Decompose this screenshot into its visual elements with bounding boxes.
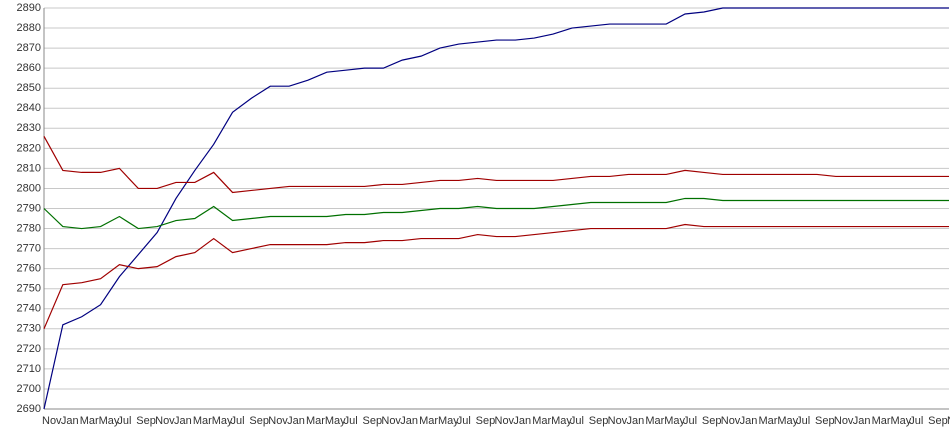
x-tick-label: Jul — [909, 415, 923, 427]
y-tick-label: 2890 — [17, 2, 41, 14]
y-tick-label: 2700 — [17, 383, 41, 395]
x-tick-label: Mar — [80, 415, 99, 427]
y-tick-label: 2730 — [17, 323, 41, 335]
y-tick-label: 2880 — [17, 22, 41, 34]
x-tick-label: May — [664, 415, 685, 427]
x-tick-label: Jan — [174, 415, 192, 427]
y-tick-label: 2790 — [17, 202, 41, 214]
x-tick-label: Nov — [834, 415, 854, 427]
y-tick-label: 2750 — [17, 283, 41, 295]
y-tick-label: 2760 — [17, 263, 41, 275]
x-tick-label: Sep — [702, 415, 722, 427]
series-line — [43, 197, 949, 230]
x-tick-label: Jul — [683, 415, 697, 427]
x-tick-label: May — [99, 415, 120, 427]
x-tick-label: Sep — [589, 415, 609, 427]
series-line — [43, 223, 949, 330]
x-tick-label: Sep — [928, 415, 948, 427]
y-tick-label: 2820 — [17, 142, 41, 154]
x-tick-label: Jul — [796, 415, 810, 427]
y-tick-label: 2690 — [17, 403, 41, 415]
x-tick-label: Nov — [495, 415, 515, 427]
x-tick-label: Jul — [570, 415, 584, 427]
y-tick-label: 2810 — [17, 162, 41, 174]
x-tick-label: Jan — [513, 415, 531, 427]
y-tick-label: 2710 — [17, 363, 41, 375]
x-tick-label: May — [438, 415, 459, 427]
x-tick-label: Mar — [645, 415, 664, 427]
series-line — [43, 136, 949, 194]
x-tick-label: May — [551, 415, 572, 427]
y-tick-label: 2800 — [17, 182, 41, 194]
x-tick-label: May — [777, 415, 798, 427]
x-tick-label: Sep — [815, 415, 835, 427]
x-tick-label: Nov — [608, 415, 628, 427]
x-tick-label: Jan — [740, 415, 758, 427]
x-tick-label: Jan — [626, 415, 644, 427]
x-tick-label: May — [890, 415, 911, 427]
x-tick-label: May — [325, 415, 346, 427]
x-tick-label: Sep — [363, 415, 383, 427]
x-tick-label: Jan — [400, 415, 418, 427]
x-tick-label: Mar — [758, 415, 777, 427]
x-tick-label: Mar — [532, 415, 551, 427]
x-tick-label: Sep — [476, 415, 496, 427]
x-tick-label: Nov — [381, 415, 401, 427]
series-line — [43, 7, 949, 410]
x-tick-label: Mar — [872, 415, 891, 427]
y-tick-label: 2780 — [17, 222, 41, 234]
y-tick-label: 2720 — [17, 343, 41, 355]
x-tick-label: Jul — [457, 415, 471, 427]
y-tick-label: 2860 — [17, 62, 41, 74]
x-tick-label: Mar — [419, 415, 438, 427]
x-tick-label: Jul — [344, 415, 358, 427]
x-tick-label: Nov — [268, 415, 288, 427]
x-tick-label: Jan — [853, 415, 871, 427]
x-tick-label: Sep — [136, 415, 156, 427]
y-tick-label: 2870 — [17, 42, 41, 54]
x-tick-label: Mar — [193, 415, 212, 427]
x-tick-label: Jul — [231, 415, 245, 427]
y-tick-label: 2840 — [17, 102, 41, 114]
x-tick-label: Jul — [117, 415, 131, 427]
x-tick-label: Nov — [155, 415, 175, 427]
y-tick-label: 2850 — [17, 82, 41, 94]
y-tick-label: 2740 — [17, 303, 41, 315]
x-tick-label: Nov — [721, 415, 741, 427]
y-tick-label: 2830 — [17, 122, 41, 134]
x-tick-label: Nov — [42, 415, 62, 427]
x-tick-label: Mar — [306, 415, 325, 427]
x-tick-label: Jan — [61, 415, 79, 427]
x-tick-label: Sep — [249, 415, 269, 427]
x-tick-label: Nov — [947, 415, 950, 427]
x-tick-label: Jan — [287, 415, 305, 427]
y-tick-label: 2770 — [17, 243, 41, 255]
x-tick-label: May — [212, 415, 233, 427]
